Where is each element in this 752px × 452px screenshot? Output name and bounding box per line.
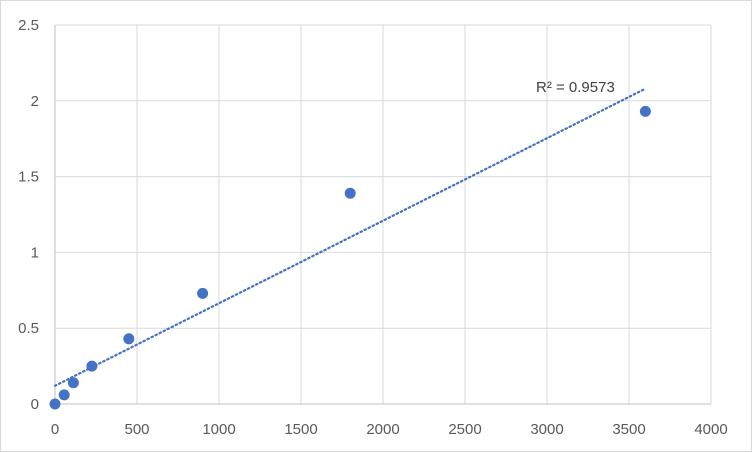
y-tick-label: 1.5	[18, 169, 39, 186]
x-tick-label: 0	[51, 421, 59, 438]
data-point	[86, 360, 98, 372]
data-point	[123, 333, 135, 345]
x-tick-label: 3000	[530, 421, 563, 438]
axes	[54, 25, 711, 405]
tick-labels: 0 500 1000 1500 2000 2500 3000 3500 4000 0 0.5 1 1.5…	[18, 17, 728, 438]
r-squared-annotation: R² = 0.9573	[536, 79, 615, 96]
data-point	[639, 105, 651, 117]
data-points	[49, 105, 651, 410]
x-tick-label: 500	[124, 421, 149, 438]
x-tick-label: 3500	[612, 421, 645, 438]
y-tick-label: 0	[31, 396, 39, 413]
x-tick-label: 2500	[448, 421, 481, 438]
x-tick-label: 1000	[202, 421, 235, 438]
y-tick-label: 0.5	[18, 320, 39, 337]
data-point	[197, 287, 209, 299]
y-tick-label: 1	[31, 244, 39, 261]
trendline	[53, 87, 647, 387]
data-point	[67, 377, 79, 389]
trendline-layer	[53, 87, 647, 387]
y-tick-label: 2	[31, 93, 39, 110]
y-tick-label: 2.5	[18, 17, 39, 34]
data-point	[344, 187, 356, 199]
grid	[55, 24, 712, 404]
data-point	[49, 398, 61, 410]
x-tick-label: 1500	[284, 421, 317, 438]
data-point	[58, 389, 70, 401]
x-tick-label: 4000	[694, 421, 727, 438]
x-tick-label: 2000	[366, 421, 399, 438]
